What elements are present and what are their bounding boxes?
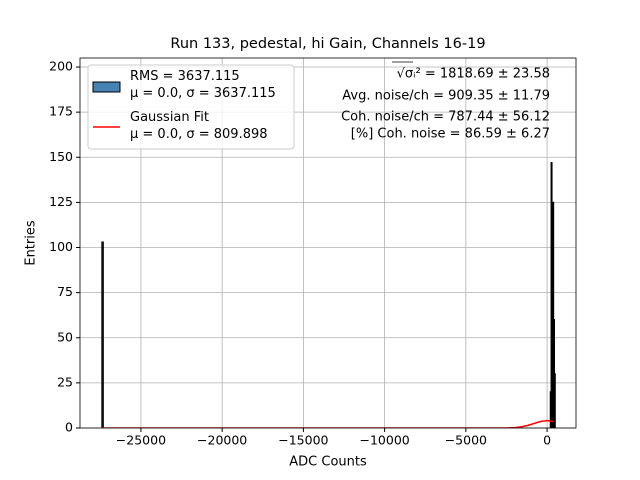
legend-entry: RMS = 3637.115 μ = 0.0, σ = 3637.115	[130, 69, 276, 101]
y-tick-label: 125	[49, 194, 73, 209]
x-tick-label: −25000	[116, 433, 166, 448]
ticks: −25000 −20000 −15000 −10000 −5000 0 0 25 50 75 100…	[49, 59, 551, 448]
legend-box	[87, 64, 295, 150]
x-axis-label: ADC Counts	[289, 455, 367, 470]
y-tick-label: 0	[65, 420, 73, 435]
legend: RMS = 3637.115 μ = 0.0, σ = 3637.115 Gaus…	[87, 64, 295, 150]
annotation: [%] Coh. noise = 86.59 ± 6.27	[351, 127, 550, 142]
axes-frame	[79, 57, 577, 429]
y-tick-label: 150	[49, 149, 73, 164]
annotation: Coh. noise/ch = 787.44 ± 56.12	[341, 110, 550, 125]
plot-area	[101, 162, 556, 428]
y-axis-label: Entries	[24, 220, 39, 266]
histogram-bar	[552, 201, 555, 428]
annotation: Avg. noise/ch = 909.35 ± 11.79	[342, 89, 550, 104]
y-tick-label: 175	[49, 104, 73, 119]
x-tick-label: −15000	[278, 433, 328, 448]
x-tick-label: −5000	[445, 433, 487, 448]
y-tick-label: 25	[57, 374, 73, 389]
chart-title: Run 133, pedestal, hi Gain, Channels 16-…	[170, 36, 485, 52]
y-tick-label: 50	[57, 329, 73, 344]
annotations: √σᵢ² = 1818.69 ± 23.58 Avg. noise/ch = 90…	[341, 67, 550, 142]
x-tick-label: −10000	[359, 433, 409, 448]
legend-label: Gaussian Fit μ = 0.0, σ = 809.898	[130, 110, 268, 142]
annotation: √σᵢ² = 1818.69 ± 23.58	[397, 67, 550, 82]
histogram-bar	[553, 373, 556, 428]
y-tick-label: 200	[49, 59, 73, 74]
legend-entry: Gaussian Fit μ = 0.0, σ = 809.898	[130, 110, 268, 142]
grid	[80, 58, 576, 429]
y-tick-label: 100	[49, 239, 73, 254]
histogram-bar	[101, 241, 104, 428]
y-tick-label: 75	[57, 284, 73, 299]
legend-swatch	[92, 81, 121, 93]
legend-label: RMS = 3637.115 μ = 0.0, σ = 3637.115	[130, 69, 276, 101]
x-tick-label: −20000	[197, 433, 247, 448]
x-tick-label: 0	[543, 433, 551, 448]
